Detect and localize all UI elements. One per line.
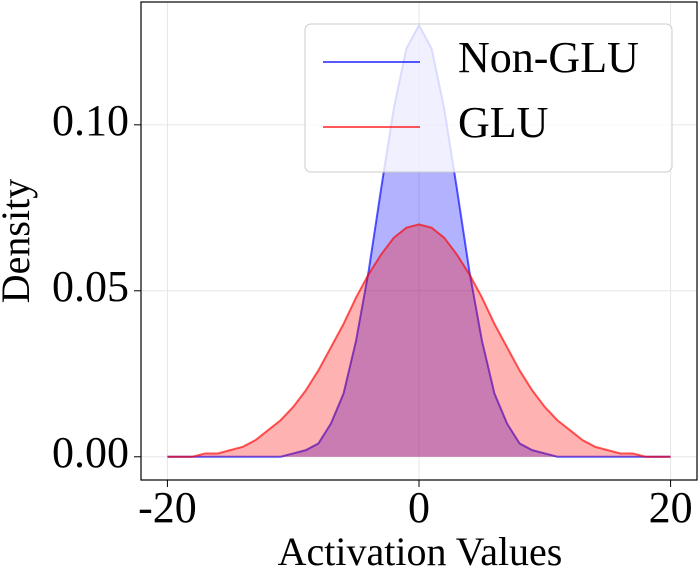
density-line bbox=[167, 223, 671, 458]
legend-label: Non-GLU bbox=[458, 33, 639, 82]
density-area bbox=[167, 224, 671, 457]
x-tick-label: 20 bbox=[649, 483, 693, 532]
x-tick-label: 0 bbox=[408, 483, 430, 532]
y-tick-label: 0.05 bbox=[52, 262, 129, 311]
density-area bbox=[167, 25, 671, 457]
x-tick-label: -20 bbox=[138, 483, 197, 532]
y-tick-label: 0.10 bbox=[52, 96, 129, 145]
x-axis-label: Activation Values bbox=[278, 529, 563, 574]
y-tick-label: 0.00 bbox=[52, 428, 129, 477]
plot-frame bbox=[140, 1, 698, 481]
y-axis-label: Density bbox=[0, 179, 38, 303]
legend-label: GLU bbox=[458, 98, 548, 147]
legend: Non-GLU GLU bbox=[304, 23, 673, 173]
